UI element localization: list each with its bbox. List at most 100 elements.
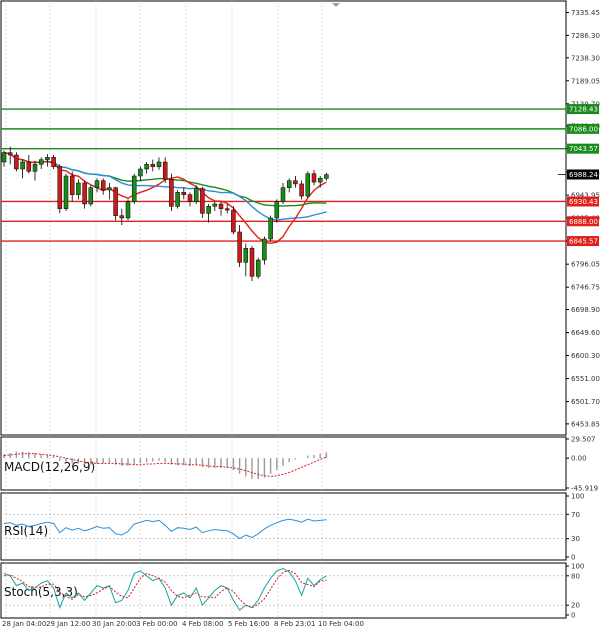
time-tick-label: 28 Jan 04:00	[2, 620, 46, 628]
candle-body[interactable]	[45, 157, 50, 160]
price-tick-label: 6796.05	[571, 261, 600, 269]
price-panel[interactable]	[1, 108, 566, 281]
candle-body[interactable]	[100, 180, 106, 191]
stoch-k-line	[3, 567, 327, 611]
resistance-label-bg	[567, 123, 599, 134]
candle-body[interactable]	[212, 203, 218, 207]
candle-body[interactable]	[107, 187, 112, 191]
candle-body[interactable]	[88, 187, 94, 205]
candle-body[interactable]	[218, 203, 224, 209]
rsi-tick-label: 0	[571, 554, 575, 562]
candle-body[interactable]	[262, 238, 267, 261]
support-label: 6845.57	[569, 238, 598, 246]
time-tick-label: 4 Feb 08:00	[182, 620, 223, 628]
stoch-d-line	[3, 569, 327, 609]
candle-body[interactable]	[293, 180, 298, 185]
candle-body[interactable]	[150, 164, 156, 167]
candle-body[interactable]	[280, 187, 286, 202]
candle-body[interactable]	[57, 166, 63, 209]
candle-body[interactable]	[125, 201, 131, 219]
candle-body[interactable]	[119, 215, 125, 219]
candle-body[interactable]	[200, 188, 205, 214]
candle-body[interactable]	[299, 183, 304, 197]
candle-body[interactable]	[231, 209, 236, 233]
candle-body[interactable]	[187, 194, 193, 202]
candle-body[interactable]	[193, 188, 199, 202]
candle-body[interactable]	[206, 206, 211, 214]
candle-body[interactable]	[131, 175, 137, 202]
time-axis: 28 Jan 04:00 29 Jan 12:00 30 Jan 20:00 3 Fe…	[2, 620, 364, 628]
candle-body[interactable]	[20, 161, 25, 170]
macd-tick-label: 29.507	[571, 436, 596, 444]
time-tick-label: 3 Feb 00:00	[136, 620, 177, 628]
candle-body[interactable]	[7, 152, 13, 156]
price-panel-frame	[0, 0, 567, 436]
stoch-tick-label: 20	[571, 602, 580, 610]
macd-panel[interactable]: MACD(12,26,9) 29.507 0.00 -45.919	[3, 436, 598, 493]
support-label: 6888.00	[569, 218, 598, 226]
candle-body[interactable]	[175, 192, 180, 207]
candle-body[interactable]	[1, 152, 7, 163]
resistance-label-bg	[567, 104, 599, 115]
candle-body[interactable]	[82, 182, 87, 205]
candle-body[interactable]	[94, 180, 100, 188]
stoch-tick-label: 80	[571, 572, 580, 580]
candle-body[interactable]	[113, 187, 118, 216]
candle-body[interactable]	[51, 157, 56, 167]
macd-tick-label: 0.00	[571, 455, 587, 463]
candle-body[interactable]	[26, 161, 32, 172]
candle-body[interactable]	[243, 248, 249, 263]
stoch-tick-label: 100	[571, 563, 584, 571]
candle-body[interactable]	[32, 164, 38, 172]
candle-body[interactable]	[14, 154, 19, 170]
time-tick-label: 10 Feb 04:00	[318, 620, 364, 628]
candle-body[interactable]	[76, 182, 81, 195]
candle-body[interactable]	[38, 159, 44, 165]
candle-body[interactable]	[237, 231, 242, 263]
price-tick-label: 7189.05	[571, 77, 600, 85]
candle-body[interactable]	[268, 217, 273, 240]
candle-body[interactable]	[169, 179, 174, 207]
candle-body[interactable]	[255, 259, 261, 277]
support-label-bg	[567, 216, 599, 227]
price-tick-label: 6943.95	[571, 192, 600, 200]
candle-body[interactable]	[69, 175, 75, 195]
rsi-label: RSI(14)	[4, 524, 48, 538]
time-tick-label: 5 Feb 16:00	[228, 620, 269, 628]
price-tick-label: 7286.30	[571, 32, 600, 40]
rsi-panel[interactable]: RSI(14) 100 70 30 0	[1, 493, 584, 562]
candle-body[interactable]	[274, 201, 280, 219]
candle-body[interactable]	[63, 175, 69, 209]
current-price-tag: 6988.24	[569, 171, 598, 179]
candle-body[interactable]	[138, 168, 143, 177]
scroll-marker-icon[interactable]	[332, 3, 340, 7]
rsi-tick-label: 70	[571, 511, 580, 519]
time-tick-label: 8 Feb 23:01	[274, 620, 315, 628]
candle-body[interactable]	[317, 178, 323, 183]
candle-body[interactable]	[156, 161, 162, 167]
candle-body[interactable]	[305, 173, 311, 197]
support-label: 6930.43	[569, 198, 598, 206]
price-tick-label: 6746.75	[571, 284, 600, 292]
price-axis: 7335.457286.307238.307189.057139.707091.…	[566, 9, 600, 428]
price-tick-label: 6698.90	[571, 306, 600, 314]
candle-body[interactable]	[311, 173, 317, 183]
rsi-tick-label: 100	[571, 493, 584, 501]
current-price-tag-bg	[567, 169, 599, 180]
candle-body[interactable]	[181, 192, 187, 195]
candle-body[interactable]	[249, 248, 255, 277]
candle-body[interactable]	[286, 180, 292, 188]
candle-body[interactable]	[224, 208, 230, 211]
time-tick-label: 30 Jan 20:00	[92, 620, 136, 628]
price-tick-label: 6600.30	[571, 352, 600, 360]
price-tick-label: 6649.60	[571, 329, 600, 337]
candle-body[interactable]	[144, 164, 149, 170]
support-label-bg	[567, 236, 599, 247]
stoch-tick-label: 0	[571, 612, 575, 620]
chart-frame	[0, 0, 567, 619]
price-tick-label: 7335.45	[571, 9, 600, 17]
candle-body[interactable]	[162, 161, 168, 180]
candle-body[interactable]	[324, 174, 329, 179]
